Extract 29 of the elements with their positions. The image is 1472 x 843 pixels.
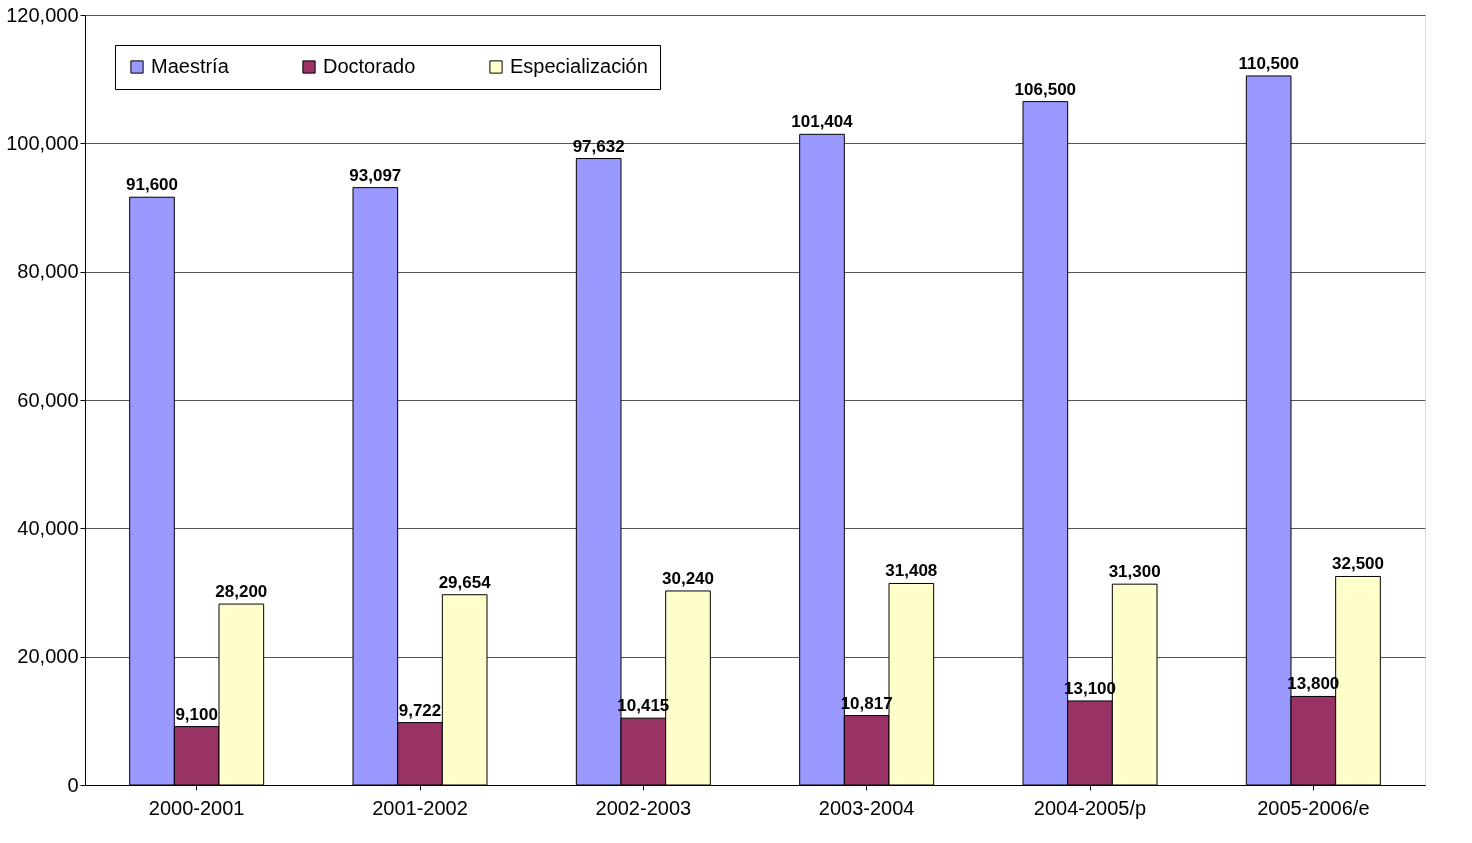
y-tick-label: 60,000 — [17, 388, 79, 411]
x-tick-label: 2003-2004 — [818, 796, 915, 819]
data-label: 31,408 — [885, 561, 938, 581]
legend-label: Especialización — [510, 55, 648, 77]
y-tick-label: 80,000 — [17, 260, 79, 283]
data-label: 106,500 — [1014, 79, 1077, 99]
data-label: 28,200 — [215, 582, 268, 602]
data-label: 110,500 — [1238, 53, 1299, 73]
data-label: 32,500 — [1332, 554, 1384, 574]
legend-label: Doctorado — [323, 55, 416, 77]
x-tick-label: 2004-2005/p — [1033, 796, 1147, 819]
data-label: 31,300 — [1108, 562, 1161, 582]
x-tick-label: 2005-2006/e — [1257, 796, 1370, 819]
y-tick-label: 20,000 — [17, 645, 79, 668]
data-label: 9,100 — [175, 704, 218, 724]
y-tick-label: 40,000 — [17, 516, 79, 539]
x-tick-label: 2000-2001 — [148, 796, 245, 819]
y-tick-label: 120,000 — [6, 3, 79, 26]
data-label: 29,654 — [438, 572, 492, 592]
data-label: 93,097 — [349, 165, 402, 185]
data-label: 101,404 — [791, 112, 854, 132]
data-label: 9,722 — [398, 700, 442, 720]
legend-label: Maestría — [151, 55, 230, 77]
x-tick-label: 2001-2002 — [372, 796, 468, 819]
data-label: 30,240 — [662, 568, 714, 588]
x-tick-label: 2002-2003 — [595, 796, 692, 819]
y-tick-label: 0 — [67, 773, 79, 796]
data-label: 91,600 — [126, 175, 178, 195]
y-tick-label: 100,000 — [6, 131, 79, 154]
